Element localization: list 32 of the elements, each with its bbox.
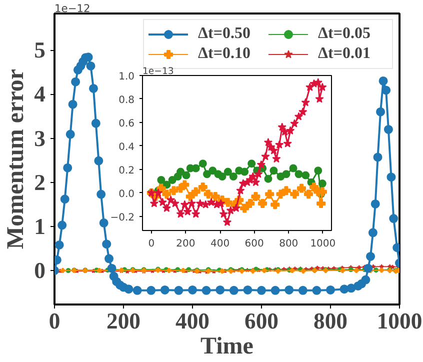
x-tick-label: 400 bbox=[176, 308, 210, 334]
y-tick-label: 1.0 bbox=[118, 72, 135, 82]
x-tick-label: 200 bbox=[176, 238, 196, 250]
x-axis-title: Time bbox=[200, 334, 254, 360]
y-tick-label: 5 bbox=[34, 38, 46, 63]
legend-label: Δt=0.10 bbox=[198, 45, 252, 63]
y-tick-label: 0.2 bbox=[118, 165, 135, 176]
y-tick-label: 3 bbox=[34, 126, 46, 151]
y-tick-label: 1 bbox=[34, 214, 46, 239]
y-tick-label: 0.8 bbox=[118, 94, 135, 106]
y-tick-label: 0.6 bbox=[118, 118, 135, 130]
y-tick-label: 0.4 bbox=[118, 142, 135, 153]
y-tick-label: 0 bbox=[34, 258, 46, 284]
y-tick-label: 0.0 bbox=[118, 188, 135, 200]
x-tick-label: 800 bbox=[314, 308, 348, 334]
annotation: 1e−13 bbox=[142, 66, 174, 77]
x-tick-label: 400 bbox=[210, 238, 230, 250]
legend-label: Δt=0.05 bbox=[318, 25, 372, 43]
x-tick-label: 1000 bbox=[310, 238, 336, 250]
y-axis-title: Momentum error bbox=[3, 68, 30, 250]
y-tick-label: −0.2 bbox=[110, 212, 135, 224]
x-tick-label: 800 bbox=[279, 238, 298, 250]
x-tick-label: 1000 bbox=[376, 308, 422, 334]
x-tick-label: 600 bbox=[244, 238, 264, 250]
legend-label: Δt=0.50 bbox=[198, 25, 252, 43]
x-tick-label: 200 bbox=[106, 308, 140, 334]
legend-label: Δt=0.01 bbox=[318, 45, 372, 63]
annotation: 1e−12 bbox=[54, 2, 90, 15]
x-tick-label: 600 bbox=[244, 308, 278, 334]
y-tick-label: 4 bbox=[34, 82, 46, 107]
y-tick-label: 2 bbox=[34, 170, 46, 195]
x-tick-label: 0 bbox=[148, 238, 155, 250]
